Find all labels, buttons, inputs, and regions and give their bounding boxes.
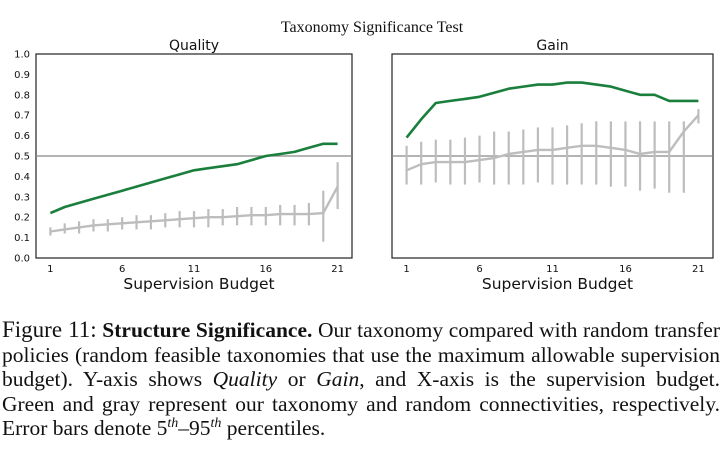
quality-xtick-label: 1 [47,264,53,275]
gain-xtick-label: 11 [546,264,559,275]
figure-title: Taxonomy Significance Test [281,19,464,36]
quality-xtick-label: 6 [119,264,125,275]
caption-text-3: , and X-axis is the supervision budget. … [2,367,720,441]
gain-xlabel: Supervision Budget [482,275,633,293]
quality-title: Quality [169,38,219,54]
caption-text-2: or [277,367,317,392]
quality-ytick-label: 0.9 [14,70,30,81]
caption-bold-title: Structure Significance. [102,318,313,342]
quality-ytick-label: 0.7 [14,111,30,122]
gain-title: Gain [536,38,568,54]
quality-xtick-label: 11 [188,264,201,275]
quality-ytick-label: 0.4 [14,172,30,183]
quality-green-series-line [49,142,338,215]
caption-text-5: percentiles. [221,416,326,441]
quality-ytick-label: 0.1 [14,233,30,244]
figure-caption: Figure 11: Structure Significance. Our t… [2,317,720,441]
gain-xtick-label: 1 [403,264,409,275]
quality-xlabel: Supervision Budget [123,275,274,293]
quality-ytick-label: 0.8 [14,90,30,101]
caption-text-4: –95 [178,416,211,441]
gain-xtick-label: 16 [619,264,632,275]
gain-gray-series-line [406,114,700,172]
quality-xtick-label: 16 [259,264,272,275]
quality-ytick-label: 0.5 [14,152,30,163]
quality-ytick-label: 0.2 [14,213,30,224]
gain-green-series-line [405,81,699,139]
caption-italic-quality: Quality [212,367,278,392]
gain-xtick-label: 6 [476,264,482,275]
caption-superscript-1: th [167,416,179,432]
quality-ytick-label: 0.0 [14,254,30,265]
quality-ytick-label: 0.3 [14,192,30,203]
quality-xtick-label: 21 [331,264,344,275]
caption-text-1: Our taxonomy compared with random transf… [2,318,720,392]
quality-ytick-label: 0.6 [14,131,30,142]
caption-superscript-2: th [210,416,222,432]
gain-xtick-label: 21 [692,264,705,275]
caption-italic-gain: Gain [316,367,360,392]
quality-ytick-label: 1.0 [14,50,30,61]
quality-gray-series-line [50,186,339,233]
caption-label: Figure 11: [2,317,97,342]
